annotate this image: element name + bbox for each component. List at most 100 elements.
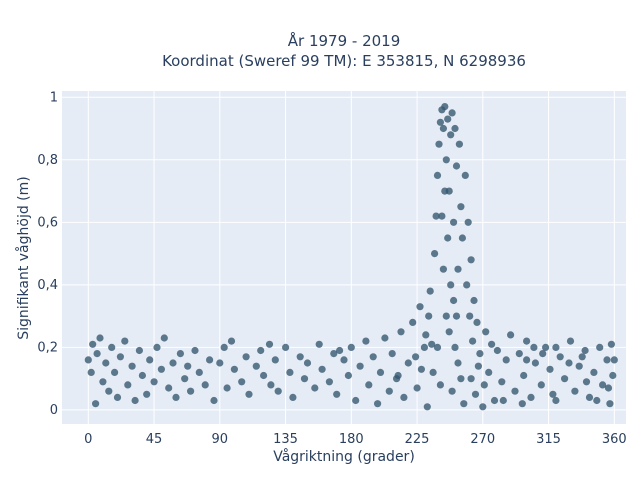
data-point [436,381,444,389]
data-point [441,103,449,111]
data-point [439,124,447,133]
data-point [333,390,341,398]
data-point [552,343,560,351]
data-point [466,312,474,320]
data-point [423,403,431,411]
y-axis-title: Signifikant våghöjd (m) [15,176,32,339]
data-point [499,396,507,405]
data-point [92,400,100,408]
data-point [131,396,139,405]
x-tick-label: 360 [602,432,627,447]
data-point [201,381,209,389]
data-point [452,162,461,170]
data-point [216,359,224,367]
data-point [461,171,469,179]
data-point [523,356,531,364]
data-point [89,340,97,348]
data-point [433,343,442,351]
data-point [604,384,613,392]
data-point [381,334,389,342]
data-point [184,362,192,370]
data-point [448,387,456,395]
data-point [356,362,364,370]
data-point [230,365,238,373]
data-point [436,118,444,126]
data-point [471,390,480,398]
data-point [457,375,465,383]
data-point [318,365,326,373]
data-point [607,340,616,348]
data-point [238,378,246,386]
y-tick-label: 0,6 [37,215,58,230]
data-point [473,318,481,326]
data-point [454,265,462,273]
data-point [435,140,443,148]
data-point [457,203,465,211]
data-point [394,371,402,380]
data-point [195,368,203,376]
data-point [150,378,158,386]
data-point [441,187,449,195]
x-tick-label: 225 [405,432,430,447]
data-point [374,400,382,408]
plot-area [62,91,626,424]
data-point [413,384,421,392]
data-point [425,312,433,320]
data-point [485,368,493,376]
x-tick-label: 270 [470,432,495,447]
data-point [439,265,447,273]
y-tick-label: 0,4 [37,278,58,293]
data-point [565,359,573,367]
data-point [590,368,598,376]
data-point [160,334,168,342]
data-point [549,390,557,398]
data-point [444,115,452,123]
data-point [409,318,417,326]
chart-title-line1: År 1979 - 2019 [288,31,401,50]
data-point [502,356,510,364]
data-point [99,378,107,386]
data-point [426,287,434,295]
y-tick-label: 0,8 [37,153,58,168]
data-point [135,346,143,355]
data-point [445,328,453,336]
y-axis-ticks: 0 0,2 0,4 0,6 0,8 1 [37,90,58,418]
data-point [105,387,113,395]
data-point [87,368,95,376]
data-point [470,296,478,305]
data-point [571,387,579,395]
data-point [438,212,446,220]
data-point [511,387,519,395]
y-tick-label: 0 [50,403,58,418]
data-point [531,359,540,367]
data-point [515,350,523,358]
data-point [530,343,538,351]
data-point [469,337,477,345]
data-point [84,356,92,364]
data-point [610,356,618,364]
data-point [609,371,617,380]
data-point [417,365,425,373]
data-point [289,393,297,401]
data-point [257,346,265,355]
data-point [442,312,450,320]
data-point [191,346,199,355]
x-tick-label: 315 [536,432,561,447]
x-tick-label: 90 [212,432,229,447]
data-point [450,296,458,305]
data-point [362,337,370,345]
data-point [422,331,430,339]
data-point [479,403,487,411]
chart-title-line2: Koordinat (Sweref 99 TM): E 353815, N 62… [162,52,526,70]
data-point [542,343,550,351]
data-point [599,381,607,389]
data-point [493,346,501,355]
data-point [388,350,396,358]
data-point [482,328,490,336]
x-tick-label: 0 [84,432,92,447]
data-point [546,365,554,373]
data-point [527,393,535,401]
data-point [458,234,466,242]
data-point [412,353,420,361]
data-point [431,250,439,258]
